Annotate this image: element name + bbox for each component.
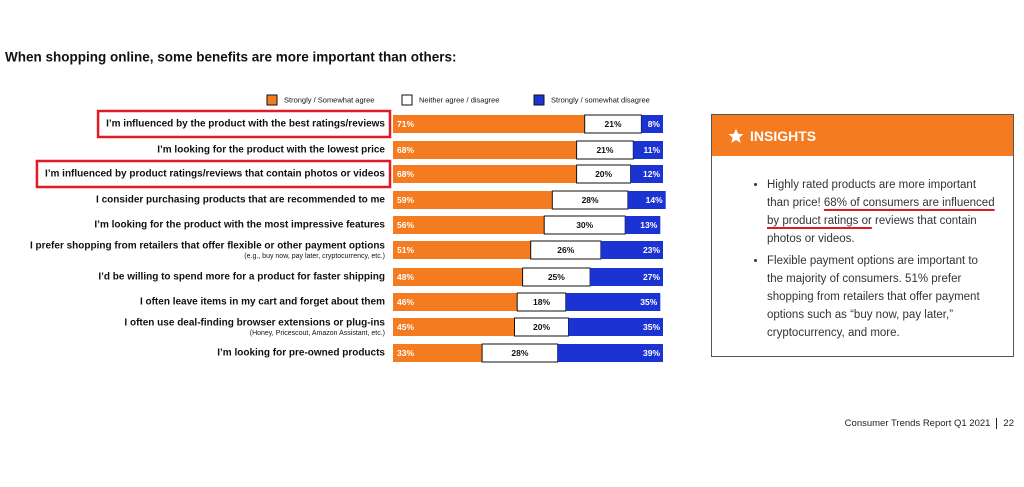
footer: Consumer Trends Report Q1 2021 22 [845, 418, 1014, 429]
report-name: Consumer Trends Report Q1 2021 [844, 418, 991, 429]
value-label: 28% [511, 348, 528, 358]
category-label: I prefer shopping from retailers that of… [30, 241, 385, 252]
bar-segment [393, 293, 518, 311]
bar-segment [393, 344, 483, 362]
category-label: I often leave items in my cart and forge… [140, 297, 385, 308]
value-label: 68% [397, 169, 414, 179]
bar-segment [633, 141, 663, 159]
value-label: 23% [643, 245, 660, 255]
category-note: (e.g., buy now, pay later, cryptocurrenc… [244, 253, 385, 260]
bar-segment [600, 241, 663, 259]
category-label: I consider purchasing products that are … [96, 195, 385, 206]
bar-segment [565, 293, 661, 311]
insights-header: INSIGHTS [712, 115, 1013, 156]
bar-segment [393, 115, 585, 133]
value-label: 18% [533, 297, 550, 307]
value-label: 39% [643, 348, 660, 358]
value-label: 46% [397, 297, 414, 307]
page-number: 22 [996, 418, 1014, 429]
category-label: I’m influenced by product ratings/review… [45, 169, 385, 180]
value-label: 8% [648, 119, 661, 129]
bar-segment [393, 268, 523, 286]
category-label: I’m looking for the product with the mos… [94, 220, 385, 231]
category-label: I often use deal-finding browser extensi… [124, 318, 385, 329]
value-label: 45% [397, 322, 414, 332]
insight: Flexible payment options are important t… [767, 252, 995, 342]
legend-label: Neither agree / disagree [419, 95, 499, 104]
value-label: 56% [397, 220, 414, 230]
category-label: I’m looking for pre-owned products [217, 348, 385, 359]
bar-segment [393, 318, 515, 336]
bar-segment [393, 165, 577, 183]
bar-segment [393, 241, 531, 259]
star-icon [728, 128, 744, 143]
insights-title: INSIGHTS [750, 127, 817, 144]
value-label: 30% [576, 220, 593, 230]
bar-segment [393, 141, 577, 159]
value-label: 35% [640, 297, 657, 307]
value-label: 25% [548, 272, 565, 282]
insights-panel: INSIGHTS Highly rated products are more … [711, 114, 1014, 357]
insight-text: Highly rated products are more important… [767, 179, 977, 209]
legend-label: Strongly / somewhat disagree [551, 95, 650, 104]
value-label: 11% [643, 145, 660, 155]
value-label: 13% [640, 220, 657, 230]
legend-label: Strongly / Somewhat agree [284, 95, 374, 104]
value-label: 48% [397, 272, 414, 282]
bar-segment [630, 165, 663, 183]
value-label: 35% [643, 322, 660, 332]
insight: Highly rated products are more important… [767, 176, 995, 248]
underlined-text: 68% of consumers are influenced by produ… [767, 197, 995, 227]
bar-segment [641, 115, 663, 133]
bar-segment [393, 216, 545, 234]
category-label: I’m looking for the product with the low… [157, 145, 385, 156]
value-label: 59% [397, 195, 414, 205]
value-label: 21% [596, 145, 613, 155]
bar-segment [625, 216, 661, 234]
bar-segment [590, 268, 663, 286]
category-label: I’d be willing to spend more for a produ… [98, 272, 385, 283]
legend-swatch [266, 94, 278, 106]
value-label: 20% [533, 322, 550, 332]
bar-segment [627, 191, 666, 209]
chart-title: When shopping online, some benefits are … [5, 50, 457, 65]
category-label: I’m influenced by the product with the b… [106, 119, 385, 130]
value-label: 21% [605, 119, 622, 129]
bar-segment [568, 318, 663, 336]
legend-swatch [533, 94, 545, 106]
value-label: 71% [397, 119, 414, 129]
chart: When shopping online, some benefits are … [5, 50, 666, 363]
highlight-box [96, 109, 392, 139]
insights-list: Highly rated products are more important… [712, 176, 1013, 342]
value-label: 68% [397, 145, 414, 155]
highlight-box [35, 159, 392, 189]
value-label: 33% [397, 348, 414, 358]
value-label: 20% [595, 169, 612, 179]
value-label: 28% [582, 195, 599, 205]
category-note: (Honey, Pricescout, Amazon Assistant, et… [250, 330, 385, 337]
value-label: 51% [397, 245, 414, 255]
value-label: 12% [643, 169, 660, 179]
legend-swatch [401, 94, 413, 106]
insight-text: reviews that contain photos or videos. [767, 215, 977, 245]
bar-segment [551, 190, 629, 210]
insight-text: Flexible payment options are important t… [767, 255, 980, 339]
value-label: 27% [643, 272, 660, 282]
value-label: 14% [646, 195, 663, 205]
value-label: 26% [557, 245, 574, 255]
bar-segment [557, 344, 663, 362]
bar-segment [393, 191, 553, 209]
